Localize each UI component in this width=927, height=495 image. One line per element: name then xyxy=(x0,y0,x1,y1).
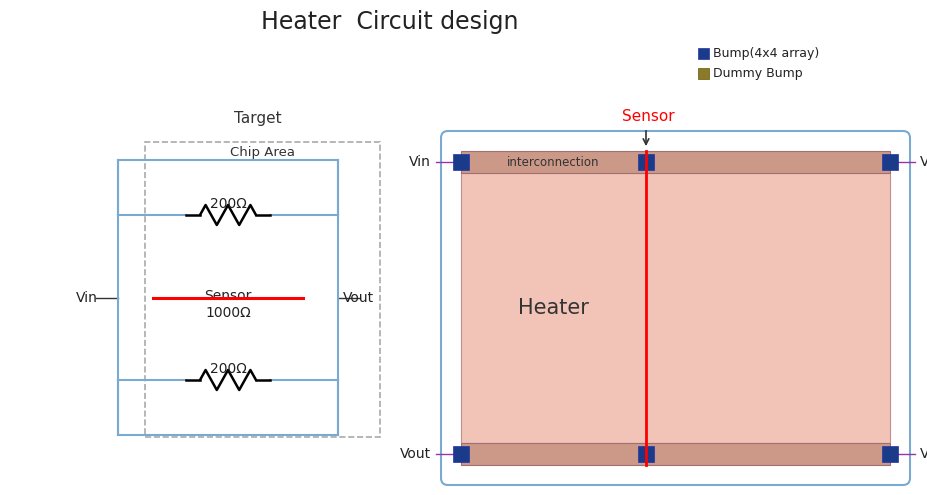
Bar xyxy=(452,154,468,170)
Text: Vout: Vout xyxy=(919,447,927,461)
Text: Vout: Vout xyxy=(400,447,430,461)
Text: Bump(4x4 array): Bump(4x4 array) xyxy=(712,47,819,60)
Text: Sensor
1000Ω: Sensor 1000Ω xyxy=(204,290,251,320)
Bar xyxy=(461,151,645,173)
Bar xyxy=(697,48,708,59)
Bar xyxy=(697,68,708,79)
Text: Target: Target xyxy=(234,110,281,126)
Text: Dummy Bump: Dummy Bump xyxy=(712,67,802,80)
Text: Vin: Vin xyxy=(409,155,430,169)
Bar xyxy=(118,160,337,435)
Text: Sensor: Sensor xyxy=(621,109,674,124)
Bar xyxy=(461,173,645,443)
Bar xyxy=(645,173,889,443)
Bar xyxy=(452,446,468,462)
Text: Vin: Vin xyxy=(919,155,927,169)
Text: Chip Area: Chip Area xyxy=(230,146,295,159)
Bar xyxy=(145,142,379,437)
Text: 200Ω: 200Ω xyxy=(210,362,247,376)
Bar xyxy=(638,154,654,170)
Text: 200Ω: 200Ω xyxy=(210,197,247,211)
Bar xyxy=(881,154,897,170)
Bar xyxy=(645,151,889,173)
Bar xyxy=(638,446,654,462)
Text: interconnection: interconnection xyxy=(507,155,599,168)
Bar xyxy=(645,443,889,465)
Text: Heater  Circuit design: Heater Circuit design xyxy=(261,10,518,34)
Text: Vin: Vin xyxy=(76,291,97,304)
Bar xyxy=(881,446,897,462)
Text: Vout: Vout xyxy=(343,291,374,304)
Bar xyxy=(461,443,645,465)
Text: Heater: Heater xyxy=(517,298,589,318)
